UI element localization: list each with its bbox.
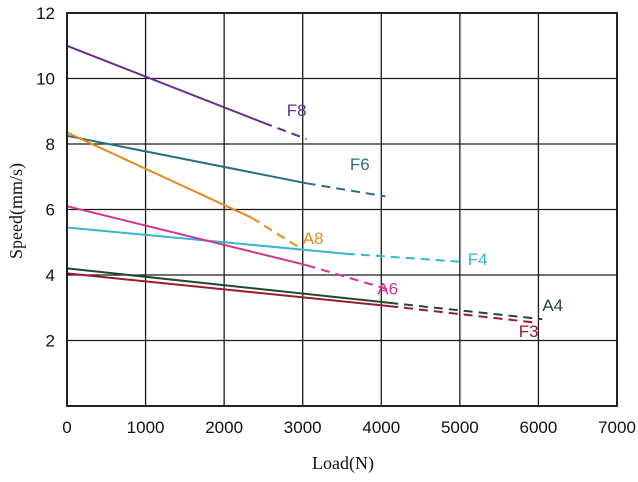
series-label-a6: A6 (377, 280, 398, 299)
series-label-f4: F4 (468, 250, 488, 269)
y-axis-title: Speed(mm/s) (6, 163, 27, 259)
series-line-f3 (66, 272, 390, 308)
series-line-a6 (66, 205, 307, 267)
y-tick-label: 8 (46, 135, 55, 154)
y-axis-ticks: 2 4 6 8 10 12 (36, 4, 55, 351)
series-line-f8 (66, 44, 264, 124)
series-dashed-a8 (251, 216, 300, 249)
series-dashed-f3 (388, 305, 535, 324)
plot-border (66, 12, 618, 407)
series-label-a4: A4 (542, 296, 563, 315)
plot-frame (66, 12, 618, 407)
series-label-f6: F6 (350, 155, 370, 174)
series-label-f8: F8 (287, 101, 307, 120)
series-line-a4 (66, 267, 390, 304)
x-tick-label: 6000 (520, 418, 558, 437)
x-tick-label: 1000 (127, 418, 165, 437)
series-dashed-f6 (306, 182, 386, 198)
y-tick-label: 10 (36, 70, 55, 89)
y-tick-label: 6 (46, 201, 55, 220)
x-tick-label: 2000 (205, 418, 243, 437)
y-tick-label: 2 (46, 332, 55, 351)
x-axis-ticks: 0 1000 2000 3000 4000 5000 6000 7000 (62, 418, 636, 437)
series-label-a8: A8 (303, 229, 324, 248)
x-tick-label: 3000 (284, 418, 322, 437)
x-axis-title: Load(N) (312, 453, 374, 474)
series-dashed-a4 (388, 301, 543, 321)
y-tick-label: 4 (46, 266, 55, 285)
series-line-a8 (66, 131, 253, 219)
y-tick-label: 12 (36, 4, 55, 23)
x-tick-label: 0 (62, 418, 71, 437)
x-tick-label: 4000 (362, 418, 400, 437)
grid (66, 12, 618, 407)
series-lines (66, 44, 543, 324)
x-tick-label: 7000 (598, 418, 636, 437)
series-dashed-f8 (263, 121, 307, 141)
x-tick-label: 5000 (441, 418, 479, 437)
series-label-f3: F3 (519, 322, 539, 341)
series-dashed-f4 (345, 252, 464, 263)
series-line-f6 (66, 134, 307, 185)
